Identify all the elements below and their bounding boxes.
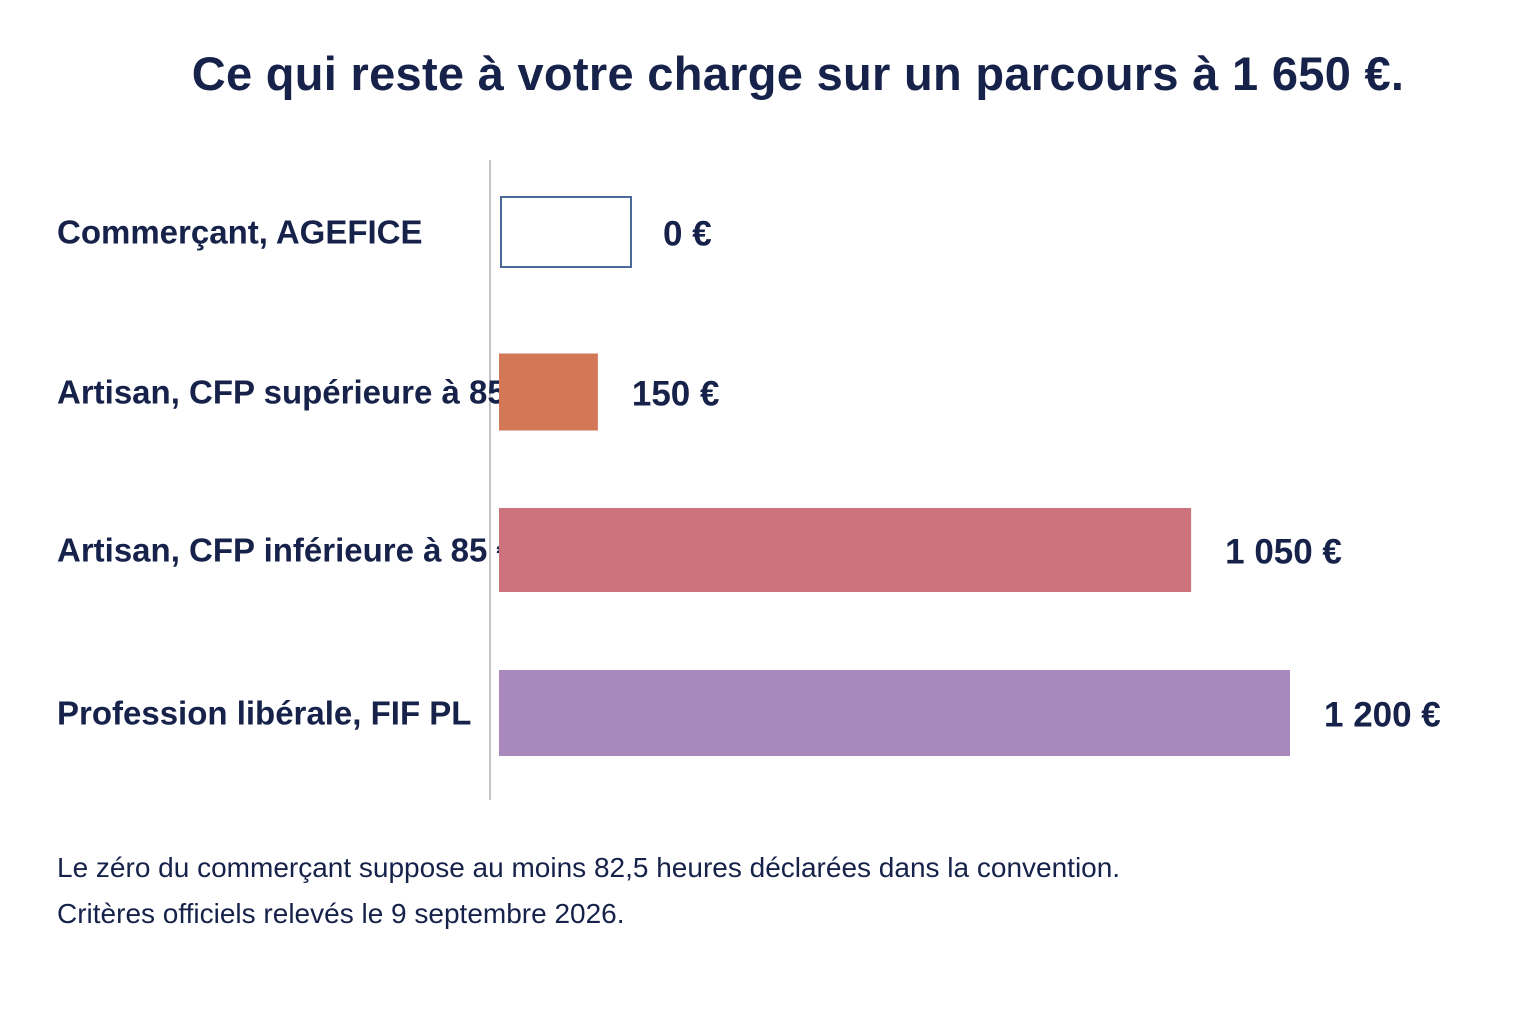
value-label: 0 € — [663, 215, 712, 254]
bar — [499, 353, 598, 431]
value-label: 1 050 € — [1225, 533, 1342, 572]
category-label: Profession libérale, FIF PL — [57, 695, 471, 732]
value-label: 1 200 € — [1324, 696, 1441, 735]
footnote-1: Le zéro du commerçant suppose au moins 8… — [57, 852, 1121, 883]
category-label: Artisan, CFP supérieure à 85 € — [57, 374, 533, 411]
category-label: Commerçant, AGEFICE — [57, 214, 423, 251]
category-label: Artisan, CFP inférieure à 85 € — [57, 532, 515, 569]
bar — [500, 196, 632, 268]
footnote-2: Critères officiels relevés le 9 septembr… — [57, 898, 625, 929]
value-label: 150 € — [632, 375, 720, 414]
bar — [499, 508, 1192, 592]
bar — [499, 670, 1290, 756]
chart-title: Ce qui reste à votre charge sur un parco… — [191, 47, 1405, 100]
